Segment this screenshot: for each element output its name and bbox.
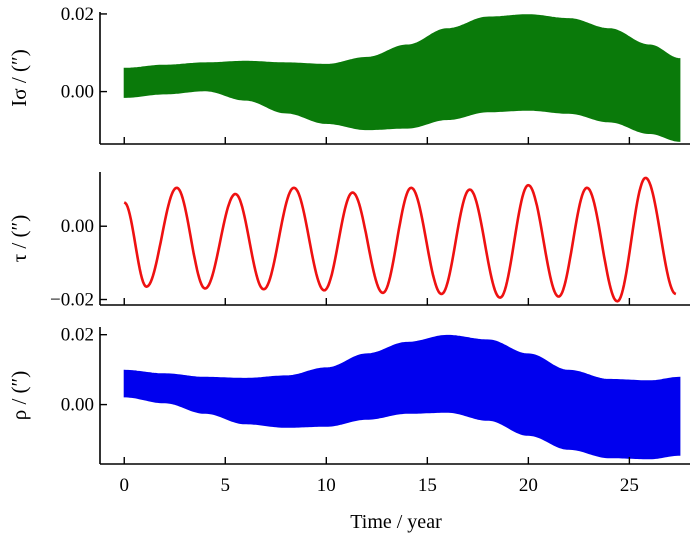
y-tick-label-1-0: 0.00	[61, 82, 94, 103]
x-tick-label-1: 5	[221, 475, 231, 496]
y-tick-label-2-1: 0.00	[61, 216, 94, 237]
y-axis-title-1: Iσ / (″)	[7, 49, 31, 106]
series-line-2	[123, 176, 677, 303]
y-tick-label-1-1: 0.02	[61, 4, 94, 25]
y-axis-title-3: ρ / (″)	[7, 371, 31, 421]
y-tick-label-3-1: 0.02	[61, 325, 94, 346]
series-band-3	[123, 334, 681, 460]
x-tick-label-0: 0	[119, 475, 129, 496]
y-tick-label-3-0: 0.00	[61, 395, 94, 416]
x-tick-label-2: 10	[317, 475, 336, 496]
x-axis-title: Time / year	[350, 511, 442, 533]
y-axis-title-2: τ / (″)	[7, 215, 31, 263]
x-tick-label-4: 20	[519, 475, 538, 496]
x-tick-label-5: 25	[620, 475, 639, 496]
y-tick-label-2-0: −0.02	[50, 290, 94, 311]
series-band-1	[123, 14, 681, 142]
x-tick-label-3: 15	[418, 475, 437, 496]
